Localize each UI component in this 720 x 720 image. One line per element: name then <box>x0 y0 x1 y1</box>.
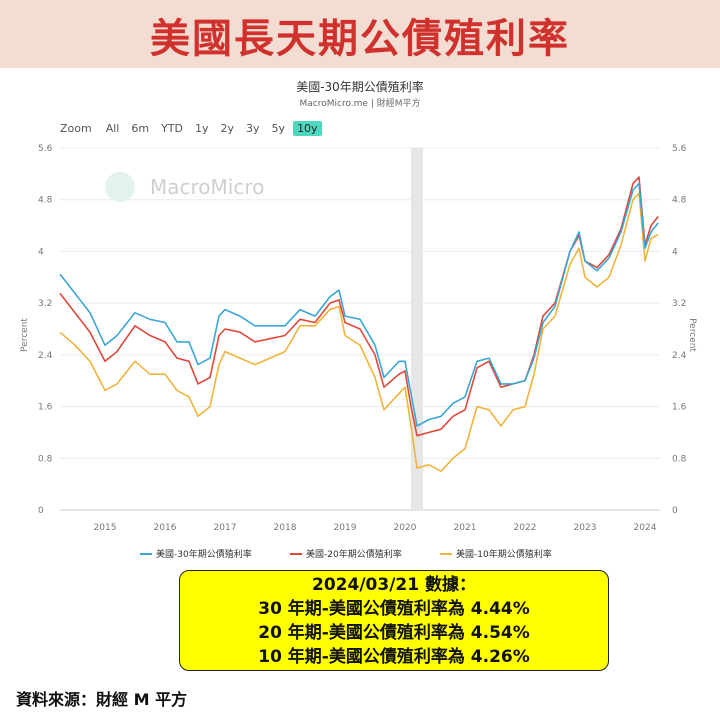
y-tick-label-left: 4 <box>38 247 44 257</box>
y-axis-right: 0 0.8 1.6 2.4 3.2 4 4.8 5.6 <box>672 144 687 516</box>
legend-item-s20[interactable]: 美國-20年期公債殖利率 <box>306 548 402 560</box>
y-tick-label-left: 1.6 <box>38 403 53 413</box>
summary-date: 2024/03/21 數據： <box>312 575 476 595</box>
series-lines <box>59 176 659 472</box>
y-tick-label-left: 4.8 <box>38 196 53 206</box>
x-tick-label: 2022 <box>514 523 537 533</box>
y-tick-label-right: 4 <box>672 247 678 257</box>
watermark: MacroMicro <box>105 172 264 202</box>
zoom-6m-button[interactable]: 6m <box>131 122 150 135</box>
zoom-bar: Zoom All 6m YTD 1y 2y 3y 5y 10y <box>60 121 326 136</box>
x-tick-label: 2021 <box>454 523 477 533</box>
x-tick-label: 2016 <box>154 523 177 533</box>
data-summary-box: 2024/03/21 數據： 30 年期-美國公債殖利率為 4.44% 20 年… <box>179 570 609 671</box>
x-tick-label: 2023 <box>574 523 597 533</box>
y-tick-label-left: 0.8 <box>38 454 53 464</box>
x-tick-label: 2020 <box>394 523 417 533</box>
x-axis: 2015 2016 2017 2018 2019 2020 2021 2022 2023 2024 <box>94 523 657 533</box>
y-tick-label-left: 0 <box>38 506 44 516</box>
summary-30y: 30 年期-美國公債殖利率為 4.44% <box>258 599 530 619</box>
y-axis-left: 0 0.8 1.6 2.4 3.2 4 4.8 5.6 <box>38 144 53 516</box>
summary-20y: 20 年期-美國公債殖利率為 4.54% <box>258 623 530 643</box>
y-axis-left-title: Percent <box>20 318 30 352</box>
x-tick-label: 2018 <box>274 523 297 533</box>
y-axis-right-title: Percent <box>687 318 697 352</box>
grid-lines <box>60 147 660 511</box>
x-tick-label: 2019 <box>334 523 357 533</box>
zoom-all-button[interactable]: All <box>105 122 120 135</box>
y-tick-label-right: 0.8 <box>672 454 687 464</box>
chart-subtitle: MacroMicro.me | 財經M平方 <box>299 99 421 109</box>
source-note: 資料來源：財經 M 平方 <box>16 690 188 709</box>
watermark-text: MacroMicro <box>150 175 264 199</box>
watermark-logo-icon <box>105 172 135 202</box>
zoom-5y-button[interactable]: 5y <box>271 122 286 135</box>
y-tick-label-right: 0 <box>672 506 678 516</box>
summary-10y: 10 年期-美國公債殖利率為 4.26% <box>258 647 530 667</box>
x-tick-label: 2024 <box>634 523 657 533</box>
y-tick-label-left: 2.4 <box>38 351 53 361</box>
x-tick-label: 2017 <box>214 523 237 533</box>
y-tick-label-right: 3.2 <box>672 299 686 309</box>
y-tick-label-right: 5.6 <box>672 144 687 154</box>
y-tick-label-left: 3.2 <box>38 299 52 309</box>
zoom-3y-button[interactable]: 3y <box>246 122 260 135</box>
chart-title: 美國-30年期公債殖利率 <box>296 80 424 94</box>
legend-item-s30[interactable]: 美國-30年期公債殖利率 <box>156 548 252 560</box>
y-tick-label-right: 2.4 <box>672 351 687 361</box>
zoom-10y-button[interactable]: 10y <box>293 121 322 136</box>
series-line-s30 <box>59 182 659 427</box>
y-tick-label-right: 4.8 <box>672 196 687 206</box>
legend: 美國-30年期公債殖利率 美國-20年期公債殖利率 美國-10年期公債殖利率 <box>140 548 552 560</box>
legend-item-s10[interactable]: 美國-10年期公債殖利率 <box>456 548 552 560</box>
title-banner <box>0 0 720 68</box>
line-chart: MacroMicro 0 0.8 1.6 2.4 3.2 4 4.8 5.6 0 0.8 1.6 2… <box>20 144 697 560</box>
y-tick-label-right: 1.6 <box>672 403 687 413</box>
page-title: 美國長天期公債殖利率 <box>150 16 570 62</box>
series-line-s10 <box>59 192 659 472</box>
zoom-ytd-button[interactable]: YTD <box>161 122 183 135</box>
zoom-2y-button[interactable]: 2y <box>220 122 235 135</box>
recession-band <box>411 148 423 510</box>
series-line-s20 <box>59 176 659 437</box>
y-tick-label-left: 5.6 <box>38 144 53 154</box>
zoom-1y-button[interactable]: 1y <box>195 122 209 135</box>
x-tick-label: 2015 <box>94 523 117 533</box>
zoom-label: Zoom <box>60 122 92 135</box>
